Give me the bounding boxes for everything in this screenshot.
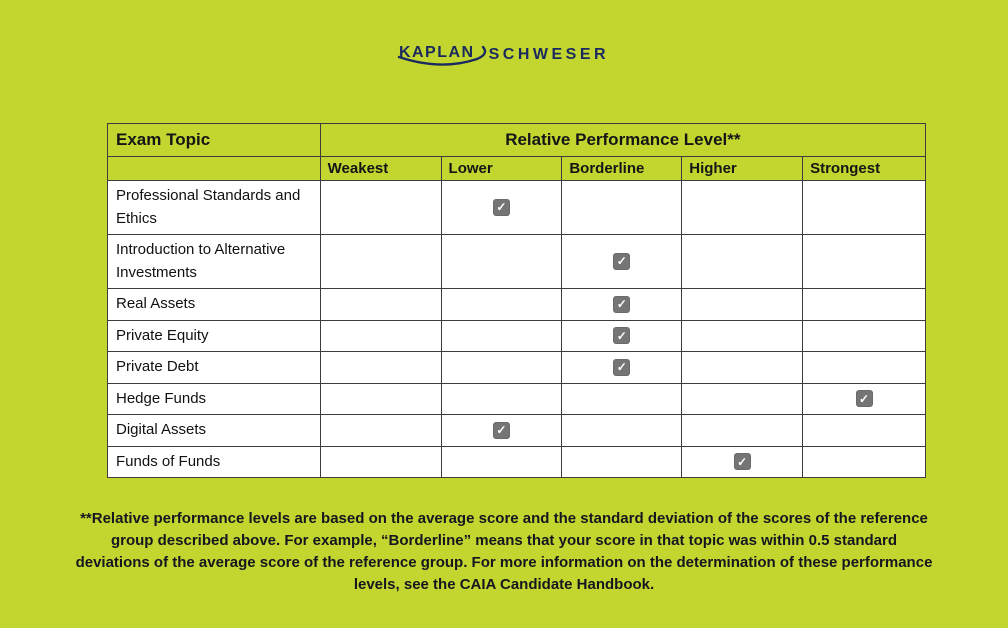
checked-checkbox-icon: ✓ bbox=[613, 252, 631, 270]
level-cell-strongest bbox=[802, 180, 926, 235]
table-row: Private Equity ✓ bbox=[107, 319, 926, 352]
table-row: Professional Standards and Ethics ✓ bbox=[107, 180, 926, 235]
level-cell-weakest bbox=[319, 382, 442, 415]
level-cell-lower bbox=[440, 288, 563, 321]
topic-cell: Hedge Funds bbox=[107, 382, 321, 415]
level-cell-borderline: ✓ bbox=[561, 351, 683, 384]
level-header-weakest: Weakest bbox=[319, 156, 442, 181]
level-header-lower: Lower bbox=[440, 156, 563, 181]
level-cell-borderline bbox=[561, 445, 683, 478]
table-row: Private Debt ✓ bbox=[107, 351, 926, 384]
checked-checkbox-icon: ✓ bbox=[733, 453, 751, 471]
level-cell-lower bbox=[440, 382, 563, 415]
level-cell-higher bbox=[681, 414, 804, 447]
checked-checkbox-icon: ✓ bbox=[613, 327, 631, 345]
level-cell-higher bbox=[681, 351, 804, 384]
table-header-row-2: Weakest Lower Borderline Higher Strongest bbox=[107, 156, 926, 181]
checked-checkbox-icon: ✓ bbox=[492, 421, 510, 439]
table-row: Funds of Funds ✓ bbox=[107, 445, 926, 478]
level-cell-lower bbox=[440, 319, 563, 352]
level-cell-weakest bbox=[319, 234, 442, 289]
logo-swoosh-icon bbox=[397, 45, 487, 66]
level-cell-strongest bbox=[802, 288, 926, 321]
table-row: Introduction to Alternative Investments ✓ bbox=[107, 234, 926, 289]
level-cell-lower bbox=[440, 234, 563, 289]
level-cell-weakest bbox=[319, 319, 442, 352]
level-cell-borderline bbox=[561, 180, 683, 235]
performance-level-header: Relative Performance Level** bbox=[319, 123, 927, 157]
checked-checkbox-icon: ✓ bbox=[613, 295, 631, 313]
level-cell-strongest bbox=[802, 445, 926, 478]
level-cell-strongest bbox=[802, 234, 926, 289]
logo-schweser-label: SCHWESER bbox=[488, 46, 610, 63]
logo-kaplan-text: KAPLAN bbox=[397, 44, 487, 66]
checked-checkbox-icon: ✓ bbox=[492, 198, 510, 216]
table-row: Digital Assets ✓ bbox=[107, 414, 926, 447]
topic-cell: Private Debt bbox=[107, 351, 321, 384]
level-cell-weakest bbox=[319, 288, 442, 321]
level-cell-weakest bbox=[319, 414, 442, 447]
empty-corner-cell bbox=[107, 156, 321, 181]
level-cell-higher: ✓ bbox=[681, 445, 804, 478]
level-header-higher: Higher bbox=[681, 156, 804, 181]
level-header-strongest: Strongest bbox=[802, 156, 926, 181]
exam-topic-header: Exam Topic bbox=[107, 123, 321, 157]
table-row: Hedge Funds ✓ bbox=[107, 382, 926, 415]
level-cell-higher bbox=[681, 319, 804, 352]
topic-cell: Funds of Funds bbox=[107, 445, 321, 478]
footnote-text: **Relative performance levels are based … bbox=[75, 510, 933, 593]
level-cell-borderline bbox=[561, 414, 683, 447]
level-cell-borderline: ✓ bbox=[561, 288, 683, 321]
kaplan-schweser-logo: KAPLAN SCHWESER bbox=[0, 44, 1008, 66]
table-header-row-1: Exam Topic Relative Performance Level** bbox=[107, 123, 927, 157]
logo-kaplan-label: KAPLAN bbox=[398, 44, 475, 61]
level-cell-lower bbox=[440, 445, 563, 478]
level-cell-higher bbox=[681, 382, 804, 415]
level-cell-borderline: ✓ bbox=[561, 319, 683, 352]
level-cell-lower bbox=[440, 351, 563, 384]
level-header-borderline: Borderline bbox=[561, 156, 683, 181]
level-cell-higher bbox=[681, 234, 804, 289]
level-cell-strongest: ✓ bbox=[802, 382, 926, 415]
level-cell-borderline: ✓ bbox=[561, 234, 683, 289]
topic-cell: Digital Assets bbox=[107, 414, 321, 447]
level-cell-weakest bbox=[319, 445, 442, 478]
performance-table: Exam Topic Relative Performance Level** … bbox=[107, 123, 927, 478]
level-cell-weakest bbox=[319, 180, 442, 235]
topic-cell: Real Assets bbox=[107, 288, 321, 321]
level-cell-higher bbox=[681, 288, 804, 321]
level-cell-weakest bbox=[319, 351, 442, 384]
level-cell-lower: ✓ bbox=[440, 414, 563, 447]
checked-checkbox-icon: ✓ bbox=[855, 390, 873, 408]
level-cell-strongest bbox=[802, 351, 926, 384]
level-cell-borderline bbox=[561, 382, 683, 415]
topic-cell: Introduction to Alternative Investments bbox=[107, 234, 321, 289]
checked-checkbox-icon: ✓ bbox=[613, 358, 631, 376]
topic-cell: Professional Standards and Ethics bbox=[107, 180, 321, 235]
topic-cell: Private Equity bbox=[107, 319, 321, 352]
table-row: Real Assets ✓ bbox=[107, 288, 926, 321]
level-cell-higher bbox=[681, 180, 804, 235]
level-cell-lower: ✓ bbox=[440, 180, 563, 235]
performance-table-container: Exam Topic Relative Performance Level** … bbox=[107, 123, 927, 478]
level-cell-strongest bbox=[802, 319, 926, 352]
level-cell-strongest bbox=[802, 414, 926, 447]
